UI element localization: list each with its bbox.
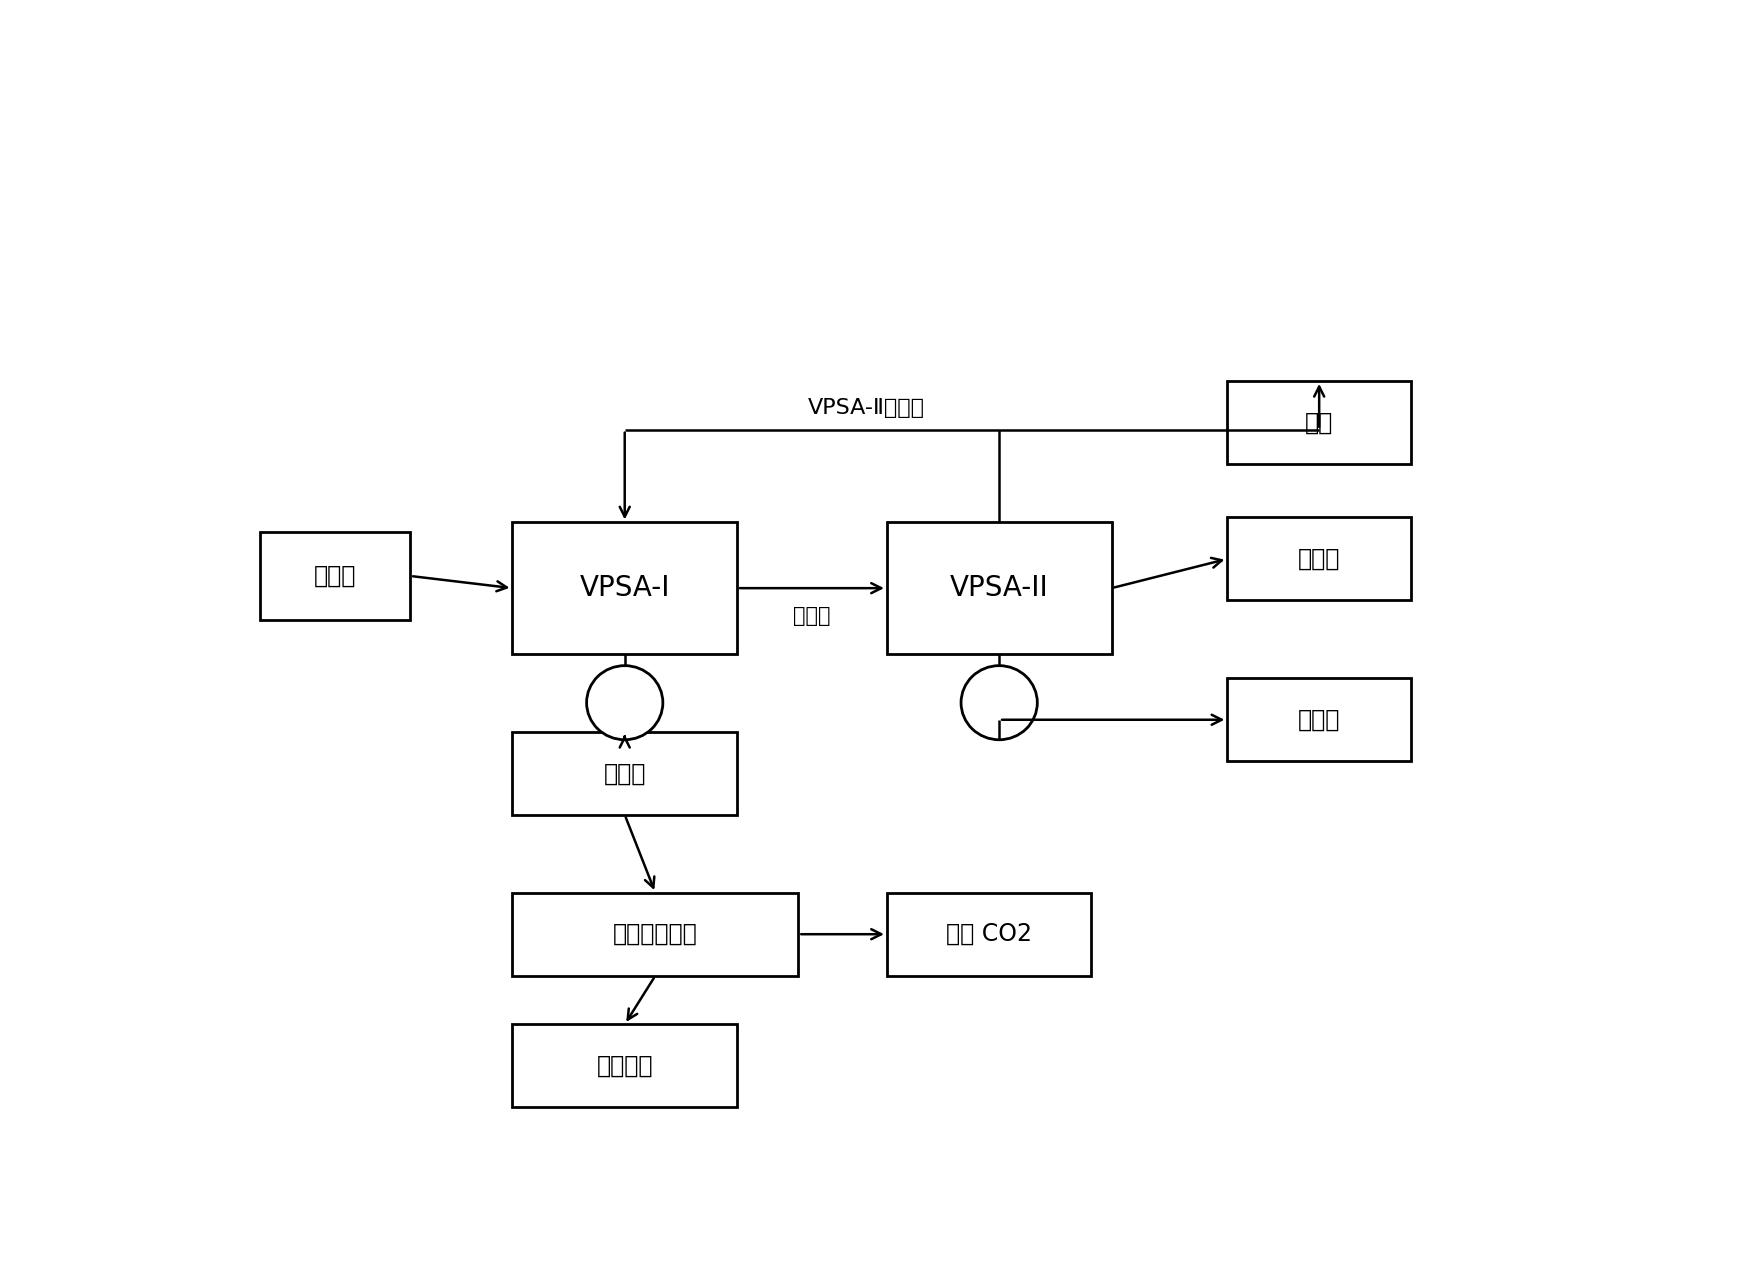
Bar bbox=[513, 732, 738, 815]
Ellipse shape bbox=[587, 666, 662, 739]
Bar bbox=[1226, 518, 1411, 600]
Text: 解吸气: 解吸气 bbox=[604, 761, 647, 785]
Text: 净化气: 净化气 bbox=[1298, 547, 1341, 571]
Bar bbox=[1226, 381, 1411, 463]
Text: 硫磺回收装置: 硫磺回收装置 bbox=[613, 922, 698, 946]
Bar bbox=[260, 532, 411, 620]
Text: VPSA-I: VPSA-I bbox=[580, 575, 669, 603]
Bar bbox=[887, 893, 1091, 976]
Text: 产品硫磺: 产品硫磺 bbox=[596, 1053, 654, 1077]
Text: 变换气: 变换气 bbox=[315, 563, 357, 587]
Bar bbox=[513, 523, 738, 655]
Bar bbox=[1226, 679, 1411, 761]
Text: VPSA-II: VPSA-II bbox=[951, 575, 1049, 603]
Bar bbox=[513, 1024, 738, 1108]
Ellipse shape bbox=[961, 666, 1037, 739]
Text: 中间气: 中间气 bbox=[792, 605, 831, 625]
Text: 氮气: 氮气 bbox=[1305, 410, 1334, 434]
Text: 产品 CO2: 产品 CO2 bbox=[945, 922, 1031, 946]
Bar bbox=[887, 523, 1112, 655]
Bar bbox=[513, 893, 798, 976]
Text: VPSA-Ⅱ顺放气: VPSA-Ⅱ顺放气 bbox=[808, 398, 924, 418]
Text: 放空气: 放空气 bbox=[1298, 708, 1341, 732]
